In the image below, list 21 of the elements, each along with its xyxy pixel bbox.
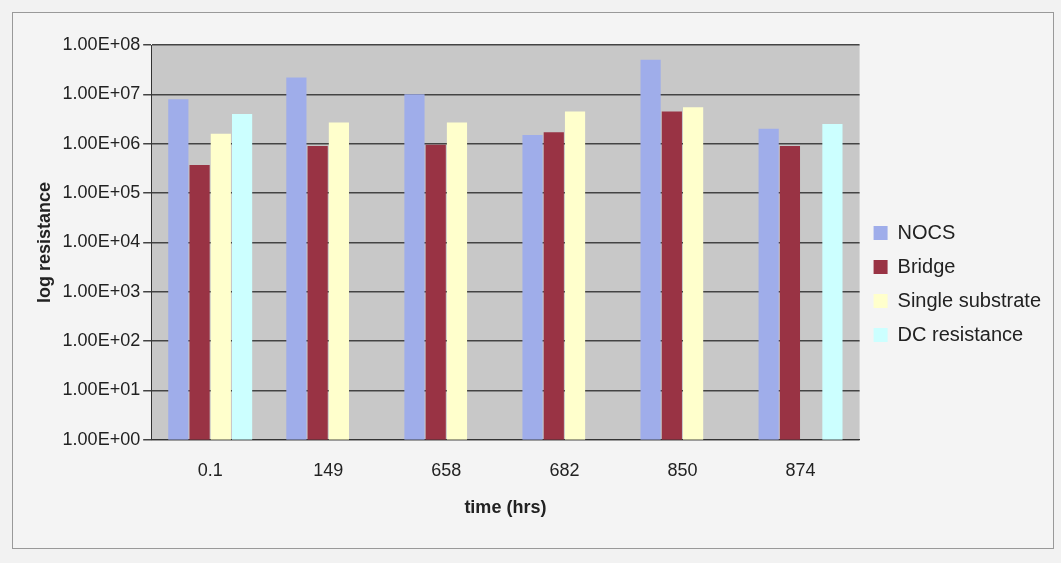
y-tick-label: 1.00E+02 xyxy=(62,330,141,351)
y-tick-label: 1.00E+07 xyxy=(62,83,141,104)
legend-label: Single substrate xyxy=(897,288,1041,311)
x-tick-label: 874 xyxy=(785,459,816,480)
x-tick-label: 850 xyxy=(667,459,698,480)
x-tick-label: 658 xyxy=(431,459,462,480)
legend-label: Bridge xyxy=(897,254,956,277)
x-axis-title: time (hrs) xyxy=(464,497,547,518)
y-tick-label: 1.00E+05 xyxy=(62,182,141,203)
x-tick-label: 149 xyxy=(313,459,344,480)
y-axis-title: log resistance xyxy=(33,181,54,303)
y-tick-label: 1.00E+00 xyxy=(62,428,141,449)
y-tick-label: 1.00E+01 xyxy=(62,379,141,400)
y-tick-label: 1.00E+03 xyxy=(62,280,141,301)
y-tick-label: 1.00E+06 xyxy=(62,132,141,153)
x-tick-label: 0.1 xyxy=(197,459,223,480)
y-tick-label: 1.00E+08 xyxy=(62,33,141,54)
x-tick-label: 682 xyxy=(549,459,580,480)
y-tick-label: 1.00E+04 xyxy=(62,231,141,252)
legend-label: DC resistance xyxy=(897,322,1024,345)
legend-label: NOCS xyxy=(897,220,956,243)
